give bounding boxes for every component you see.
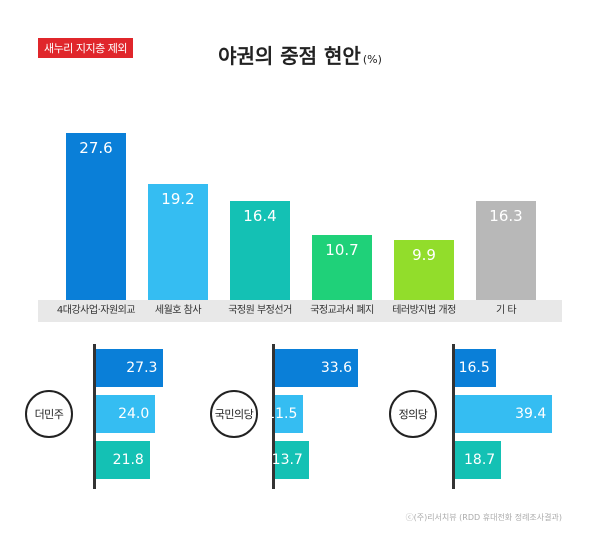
party-bar-0: 16.5 [455, 349, 496, 387]
party-bar-value-label: 11.5 [266, 406, 298, 422]
source-note: ⓒ(주)리서치뷰 (RDD 휴대전화 정례조사결과) [405, 513, 562, 522]
party-bar-value-label: 21.8 [112, 452, 144, 468]
party-bar-0: 27.3 [96, 349, 164, 387]
bar-value-label: 9.9 [412, 246, 436, 265]
bar-value-label: 16.3 [489, 207, 523, 226]
party-bar-0: 33.6 [275, 349, 358, 387]
party-bar-value-label: 18.7 [464, 452, 496, 468]
party-bar-1: 39.4 [455, 395, 553, 433]
title-text: 야권의 중점 현안 [218, 44, 361, 68]
bar-value-label: 27.6 [79, 139, 113, 157]
bar-2: 16.4 [230, 200, 290, 300]
party-name-label: 더민주 [25, 390, 73, 438]
party-bar-value-label: 27.3 [126, 360, 158, 376]
party-bar-2: 21.8 [96, 441, 150, 479]
bar-value-label: 16.4 [243, 206, 277, 225]
category-label: 테러방지법 개정 [392, 305, 456, 316]
category-label: 세월호 참사 [154, 305, 202, 316]
party-bar-value-label: 16.5 [458, 360, 490, 376]
party-axis-line [272, 344, 275, 489]
chart-title: 야권의 중점 현안 (%) [0, 40, 600, 69]
party-axis-line [452, 344, 455, 489]
title-unit: (%) [362, 53, 382, 66]
party-axis-line [93, 344, 96, 489]
category-label: 국정원 부정선거 [228, 305, 292, 316]
party-bar-value-label: 33.6 [320, 360, 352, 376]
filter-badge: 새누리 지지층 제외 [38, 38, 133, 58]
party-bar-1: 24.0 [96, 395, 156, 433]
party-name-label: 국민의당 [210, 390, 258, 438]
bar-value-label: 19.2 [161, 189, 195, 208]
category-label: 4대강사업·자원외교 [56, 305, 136, 316]
party-bar-value-label: 13.7 [271, 452, 303, 468]
party-bar-2: 18.7 [455, 441, 502, 479]
bar-5: 16.3 [476, 201, 536, 300]
category-label: 기 타 [495, 305, 517, 316]
bar-4: 9.9 [394, 240, 454, 300]
party-bar-value-label: 24.0 [118, 406, 150, 422]
party-bar-1: 11.5 [266, 395, 304, 433]
category-label: 국정교과서 폐지 [310, 305, 374, 316]
party-bar-value-label: 39.4 [515, 406, 547, 422]
bar-1: 19.2 [148, 183, 208, 300]
bar-value-label: 10.7 [325, 241, 359, 260]
bar-0: 27.6 [66, 133, 126, 300]
party-name-label: 정의당 [389, 390, 437, 438]
bar-3: 10.7 [312, 235, 372, 300]
category-strip [38, 300, 562, 322]
party-bar-2: 13.7 [271, 441, 309, 479]
